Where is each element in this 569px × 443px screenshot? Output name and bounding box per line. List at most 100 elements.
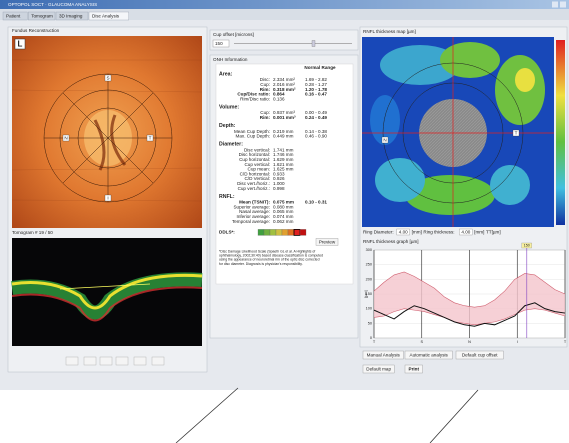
button[interactable] <box>362 364 395 374</box>
nav-button[interactable] <box>151 356 165 366</box>
row-value: 0.926 <box>273 176 285 181</box>
map-title: RNFL thickness map [µm] <box>363 29 416 34</box>
cup-offset-field[interactable] <box>212 39 230 48</box>
ddls-cell <box>257 229 265 236</box>
row-value: 2.016 mm² <box>273 82 295 87</box>
retina-band <box>10 272 203 320</box>
cup-offset-slider[interactable] <box>311 40 316 47</box>
nav-button[interactable] <box>133 356 147 366</box>
minimize-button[interactable] <box>552 1 558 8</box>
nav-button[interactable] <box>65 356 79 366</box>
row-label: Cup horizontal: <box>239 157 270 162</box>
button[interactable] <box>362 350 404 360</box>
row-value: 0.449 mm <box>273 134 294 139</box>
tab-label: Patient <box>6 14 21 19</box>
row-label: Disc horizontal: <box>239 152 270 157</box>
nav-button[interactable] <box>83 356 97 366</box>
row-label: Cup: <box>260 110 270 115</box>
row-value: 0.075 mm <box>273 200 294 205</box>
button-label: Manual Analysis <box>367 353 401 358</box>
onh-table <box>215 63 354 285</box>
color-bar <box>556 40 565 225</box>
button[interactable] <box>404 364 423 374</box>
sector-label: N <box>383 138 386 143</box>
y-tick-label: 200 <box>366 277 372 281</box>
ring-field[interactable] <box>459 228 473 236</box>
x-label: T <box>373 340 376 344</box>
sector-badge <box>104 194 112 202</box>
section-title: Volume: <box>219 104 239 110</box>
row-label: Mean (TSNIT): <box>239 200 270 205</box>
row-label: C/D Vertical: <box>244 176 270 181</box>
button-label: Print <box>409 367 420 372</box>
row-label: Cup/Disc ratio: <box>237 92 270 97</box>
row-label: Superior average: <box>233 204 270 209</box>
footnote: *Disc Damage Likelihood Scale (Spaeth GL… <box>219 249 315 253</box>
marker-badge <box>521 242 532 249</box>
eye-label: L <box>18 40 23 49</box>
row-label: Cup: <box>260 82 270 87</box>
cup-offset-title: Cup offset [microns] <box>213 32 254 37</box>
nav-button[interactable] <box>99 356 113 366</box>
disc-line <box>59 283 151 290</box>
ring-field[interactable] <box>396 228 410 236</box>
sector-badge <box>146 134 154 142</box>
row-range: 0.24 - 0.49 <box>305 115 327 120</box>
row-range: 0.10 - 0.31 <box>305 200 327 205</box>
row-value: 0.080 mm <box>273 204 294 209</box>
ddls-cell <box>269 229 277 236</box>
button[interactable] <box>455 350 504 360</box>
footnote: for disc diameter. Diagnosis is physicia… <box>219 262 303 266</box>
row-range: 0.46 - 0.90 <box>305 134 327 139</box>
row-value: 0.864 <box>273 92 285 97</box>
row-label: Cup mean: <box>248 167 270 172</box>
row-label: Disc vertical: <box>244 147 270 152</box>
marker-label: 150 <box>524 244 530 248</box>
close-button[interactable] <box>560 1 566 8</box>
tab[interactable] <box>2 11 28 21</box>
row-label: Nasal average: <box>239 209 270 214</box>
tab[interactable] <box>88 11 129 21</box>
row-label: Temporal average: <box>232 219 270 224</box>
row-label: Disc: <box>260 77 270 82</box>
y-tick-label: 250 <box>366 263 372 267</box>
x-label: N <box>468 340 471 344</box>
y-tick-label: 300 <box>366 248 372 252</box>
ring-label: [mm] <box>474 230 484 235</box>
tab[interactable] <box>28 11 56 21</box>
nav-button[interactable] <box>115 356 129 366</box>
map-cross <box>362 37 554 227</box>
sector-badge <box>512 129 520 137</box>
row-label: Disc vert./horiz.: <box>237 181 270 186</box>
row-value: 1.000 <box>273 181 285 186</box>
sector-label: S <box>106 76 109 81</box>
ring-value: 4.00 <box>461 230 470 235</box>
footnote: using the appearance of neuroretinal rim… <box>219 258 320 262</box>
title-bar <box>0 0 569 9</box>
row-label: Inferior average: <box>237 214 270 219</box>
ring-label: Ring Diameter: <box>363 230 394 235</box>
ring-label: TT[µm] <box>486 230 501 235</box>
button-label: Default cup offset <box>462 353 498 358</box>
row-value: 1.621 mm <box>273 162 294 167</box>
preview-label: Preview <box>319 239 336 244</box>
row-range: 0.28 - 1.27 <box>305 82 327 87</box>
sector-badge <box>381 136 389 144</box>
y-tick-label: 50 <box>368 321 372 325</box>
cup-offset-panel <box>209 29 359 51</box>
preview-button[interactable] <box>315 238 339 246</box>
tab-bar <box>0 9 569 20</box>
tab[interactable] <box>55 11 89 21</box>
row-range: 1.20 - 1.78 <box>305 87 327 92</box>
y-tick-label: 100 <box>366 307 372 311</box>
sector-badge <box>104 74 112 82</box>
bottom-area <box>0 390 569 443</box>
button[interactable] <box>404 350 453 360</box>
sector-label: T <box>515 131 518 136</box>
row-value: 0.065 mm <box>273 209 294 214</box>
row-value: 1.629 mm <box>273 157 294 162</box>
row-label: Cup vertical: <box>244 162 270 167</box>
rnfl-layer <box>11 273 203 310</box>
ddls-cell <box>263 229 271 236</box>
